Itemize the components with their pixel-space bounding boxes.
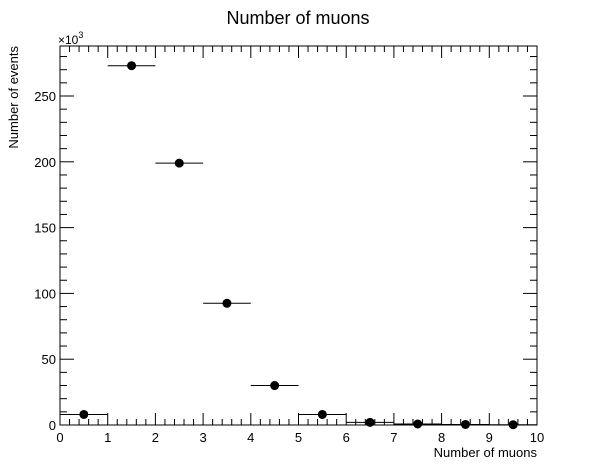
x-tick-label: 8 [438, 430, 445, 445]
plot-frame [59, 45, 538, 426]
y-axis: 0 50 100 150 200 250 [34, 56, 537, 433]
data-point [317, 409, 327, 419]
y-tick-label: 200 [34, 155, 56, 170]
x-tick-label: 5 [295, 430, 302, 445]
data-point [460, 419, 470, 429]
y-axis-label: Number of events [6, 46, 21, 149]
x-tick-label: 4 [247, 430, 254, 445]
x-tick-label: 1 [104, 430, 111, 445]
data-point [508, 420, 518, 430]
y-tick-label: 250 [34, 89, 56, 104]
data-point [127, 61, 137, 71]
data-point [79, 409, 89, 419]
y-tick-label: 100 [34, 286, 56, 301]
data-point [365, 417, 375, 427]
x-axis-label: Number of muons [434, 445, 538, 460]
x-tick-label: 0 [56, 430, 63, 445]
x-axis: 0 1 2 3 4 5 6 7 8 9 10 [56, 46, 544, 445]
y-tick-label: 50 [42, 352, 56, 367]
x-tick-label: 9 [486, 430, 493, 445]
chart-title: Number of muons [226, 8, 369, 28]
x-tick-label: 3 [199, 430, 206, 445]
y-tick-label: 0 [49, 418, 56, 433]
x-tick-label: 10 [530, 430, 544, 445]
x-tick-label: 6 [343, 430, 350, 445]
x-tick-label: 2 [152, 430, 159, 445]
y-tick-label: 150 [34, 221, 56, 236]
data-point [270, 381, 280, 391]
data-point [413, 419, 423, 429]
data-series [60, 61, 537, 430]
data-point [174, 158, 184, 168]
x-tick-label: 7 [390, 430, 397, 445]
y-axis-multiplier: ×103 [58, 30, 83, 47]
data-point [222, 298, 232, 308]
